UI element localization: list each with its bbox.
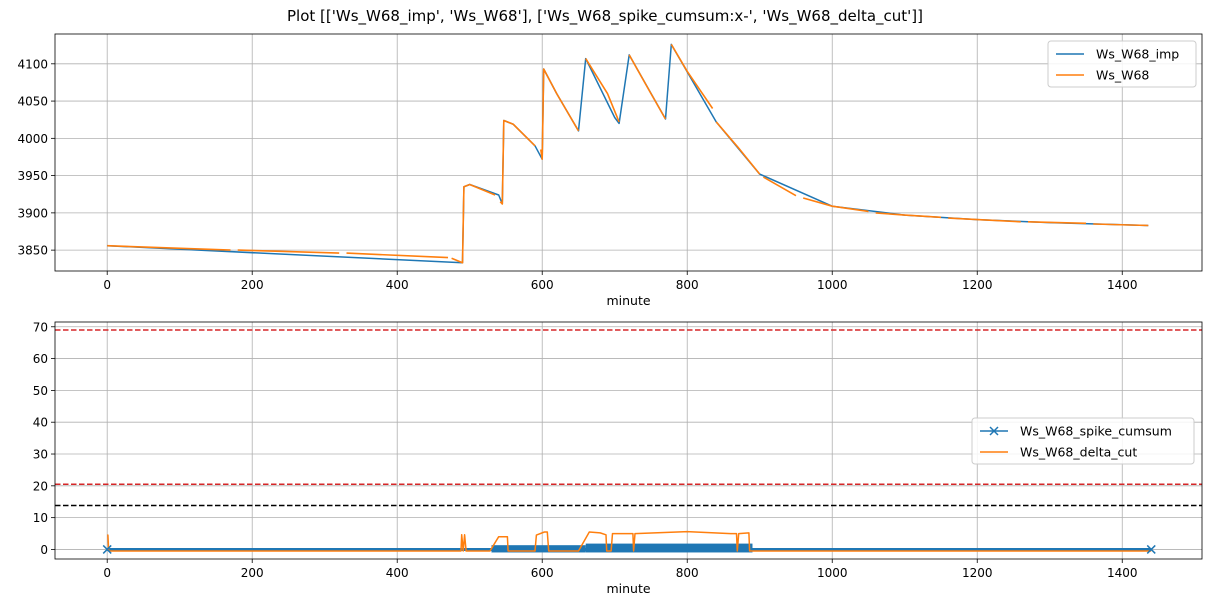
y-tick-label: 60	[33, 352, 48, 366]
x-tick-label: 800	[676, 566, 699, 580]
x-tick-label: 600	[531, 566, 554, 580]
legend-label: Ws_W68_spike_cumsum	[1020, 424, 1172, 439]
series-line	[107, 530, 1152, 552]
series-segment	[346, 252, 449, 259]
x-tick-label: 200	[241, 566, 264, 580]
legend-marker	[989, 426, 999, 436]
y-tick-label: 10	[33, 511, 48, 525]
x-tick-label: 0	[103, 566, 111, 580]
x-tick-label: 800	[676, 278, 699, 292]
series-segment	[763, 176, 797, 197]
x-tick-label: 1000	[817, 278, 848, 292]
top-axes: 0 200 400 600 800 1000 1200 1400 3850 3900 3950 400…	[17, 33, 1203, 308]
x-tick-label: 400	[386, 566, 409, 580]
series-segment	[540, 68, 580, 160]
x-marker	[1146, 544, 1156, 554]
y-tick-label: 0	[40, 543, 48, 557]
series-segment	[670, 43, 714, 109]
y-tick-label: 50	[33, 384, 48, 398]
axes-frame	[54, 321, 1203, 560]
series-segment	[585, 58, 620, 123]
bottom-axes: 0 200 400 600 800 1000 1200 1400 0 10 20 30 40 50 60 70…	[33, 320, 1203, 596]
series-segment	[875, 212, 942, 219]
series-segment	[628, 54, 667, 120]
x-tick-label: 1400	[1107, 278, 1138, 292]
series-segment	[499, 119, 536, 205]
y-tick-label: 3850	[17, 244, 48, 258]
axes-frame	[54, 33, 1203, 272]
figure-title: Plot [['Ws_W68_imp', 'Ws_W68'], ['Ws_W68…	[287, 7, 923, 26]
y-tick-label: 20	[33, 479, 48, 493]
series-segment	[948, 217, 1021, 223]
y-tick-label: 30	[33, 448, 48, 462]
y-tick-label: 4000	[17, 132, 48, 146]
series-line	[107, 43, 1149, 264]
x-tick-label: 600	[531, 278, 554, 292]
series-segment	[1093, 223, 1149, 227]
x-tick-label: 400	[386, 278, 409, 292]
series-segment	[451, 183, 496, 264]
series-segment	[1027, 221, 1087, 225]
x-tick-label: 1000	[817, 566, 848, 580]
legend-label: Ws_W68_delta_cut	[1020, 445, 1137, 460]
x-axis-label: minute	[606, 581, 650, 596]
legend-box	[1047, 40, 1197, 88]
plot-area	[55, 329, 1202, 553]
x-tick-label: 1400	[1107, 566, 1138, 580]
series-segment	[802, 197, 869, 213]
x-tick-label: 1200	[962, 278, 993, 292]
y-tick-label: 3900	[17, 206, 48, 220]
x-tick-label: 200	[241, 278, 264, 292]
x-tick-label: 1200	[962, 566, 993, 580]
y-tick-label: 4100	[17, 57, 48, 71]
y-tick-label: 70	[33, 320, 48, 334]
x-tick-label: 0	[103, 278, 111, 292]
series-segment	[237, 249, 340, 254]
plot-area	[107, 43, 1149, 264]
series-segment	[715, 121, 761, 175]
x-axis-label: minute	[606, 293, 650, 308]
legend-label: Ws_W68_imp	[1096, 47, 1179, 62]
y-tick-label: 40	[33, 416, 48, 430]
y-tick-label: 3950	[17, 169, 48, 183]
series-segment	[107, 244, 231, 251]
y-tick-label: 4050	[17, 95, 48, 109]
legend-label: Ws_W68	[1096, 68, 1149, 83]
legend-box	[971, 417, 1195, 465]
x-marker	[102, 544, 112, 554]
